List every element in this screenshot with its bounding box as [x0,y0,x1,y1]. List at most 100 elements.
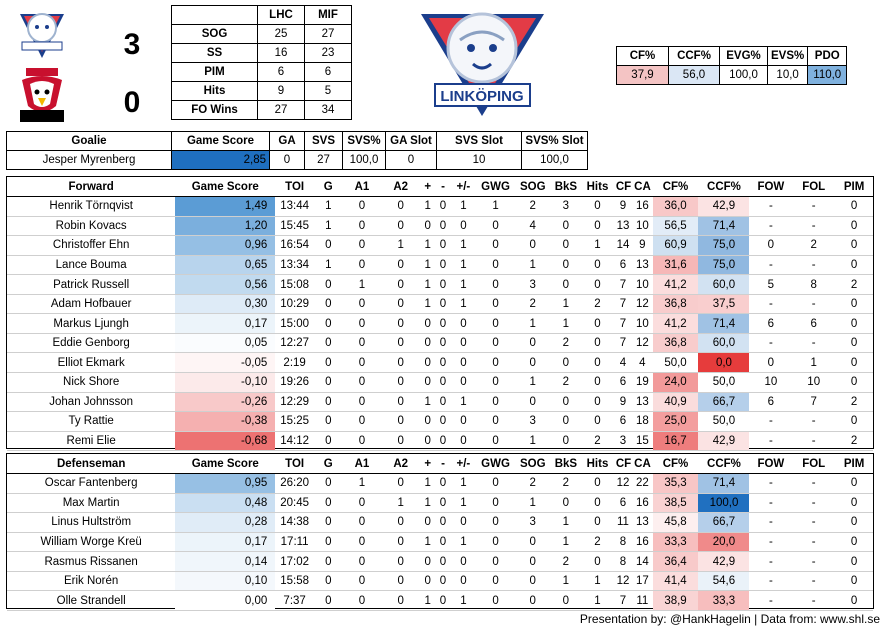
cf-pct-cell: 35,3 [652,473,699,494]
stat-cell: 11 [613,512,633,533]
defense-row: Linus Hultström 0,28 14:38 0 0 0 0 0 0 0 3 1 0 11 13 45… [7,512,873,533]
stat-cell: 13 [632,392,653,413]
stat-cell: 0 [314,512,343,533]
stat-cell: 0 [314,532,343,553]
stat-cell: 1 [550,313,582,334]
stat-cell: 0 [381,255,421,276]
player-name: Nick Shore [7,372,176,393]
stat-cell: 0 [450,431,477,452]
defense-row: Oscar Fantenberg 0,95 26:20 0 1 0 1 0 1 0 2 2 0 12 22 3… [7,473,873,494]
game-score-cell: -0,10 [175,372,276,393]
stat-cell: 0 [835,313,873,334]
stat-cell: 0 [835,333,873,354]
stat-cell: 0 [435,274,451,295]
stat-cell: 0 [514,235,551,256]
stat-cell: - [792,551,836,572]
stat-cell: 0 [342,493,382,514]
stat-cell: 0 [342,372,382,393]
stat-cell: 1 [581,235,614,256]
cf-pct-cell: 25,0 [652,411,699,432]
stat-cell: - [749,571,793,592]
stat-cell: 1 [420,294,436,315]
forward-header-1: Game Score [175,177,276,198]
defense-table-box: Defenseman Game Score TOI G A1 A2 + - +/- GWG SOG B… [6,453,874,611]
player-name: Max Martin [7,493,176,514]
stat-cell: - [749,411,793,432]
stat-cell: 10 [632,274,653,295]
stat-cell: 0 [835,255,873,276]
goalie-name: Jesper Myrenberg [6,150,172,170]
stat-cell: 0 [420,512,436,533]
stat-cell: 2 [835,392,873,413]
stat-cell: 0 [381,392,421,413]
stat-cell: 0 [435,473,451,494]
game-score-cell: 0,48 [175,493,276,514]
forward-header-8: +/- [450,177,477,198]
stat-cell: 6 [613,372,633,393]
stat-cell: 0 [381,431,421,452]
cf-pct-cell: 40,9 [652,392,699,413]
stat-cell: 1 [550,512,582,533]
forward-header-3: G [314,177,343,198]
stat-cell: 6 [749,313,793,334]
stat-cell: - [749,196,793,217]
defense-header-13: CF [613,454,633,475]
stat-cell: 0 [476,216,515,237]
game-score-cell: 0,30 [175,294,276,315]
stat-cell: 0 [581,512,614,533]
stat-cell: - [792,411,836,432]
stat-cell: 0 [476,431,515,452]
game-score-cell: -0,38 [175,411,276,432]
game-score-cell: -0,05 [175,352,276,373]
stat-cell: 15:45 [275,216,314,237]
stat-cell: 13 [632,255,653,276]
stat-cell: 0 [381,372,421,393]
ccf-pct-cell: 54,6 [698,571,750,592]
stat-cell: 0 [314,372,343,393]
summary-header-away: MIF [304,5,352,25]
defense-row: Erik Norén 0,10 15:58 0 0 0 0 0 0 0 0 1 1 12 17 41,4 54,… [7,571,873,592]
stat-cell: 0 [550,431,582,452]
stat-cell: 1 [514,493,551,514]
defense-header-18: FOL [792,454,836,475]
ccf-pct-cell: 42,9 [698,196,750,217]
stat-cell: - [749,294,793,315]
stat-cell: 13:44 [275,196,314,217]
stat-cell: 1 [550,294,582,315]
summary-header-home: LHC [257,5,305,25]
stat-cell: 0 [435,294,451,315]
stat-cell: 0 [420,411,436,432]
stat-cell: 15:00 [275,313,314,334]
stat-cell: 1 [514,313,551,334]
stat-cell: - [749,255,793,276]
ccf-pct-cell: 50,0 [698,372,750,393]
stat-cell: 0 [420,551,436,572]
stat-cell: 0 [342,551,382,572]
forward-header-7: - [435,177,451,198]
forward-row: Robin Kovacs 1,20 15:45 1 0 0 0 0 0 0 4 0 0 13 10 56,5 7… [7,216,873,237]
forward-row: Henrik Törnqvist 1,49 13:44 1 0 0 1 0 1 1 2 3 0 9 16 36… [7,196,873,217]
stat-cell: 0 [342,333,382,354]
stat-cell: - [749,532,793,553]
stat-cell: 0 [435,590,451,611]
stat-cell: 19 [632,372,653,393]
stat-cell: 2 [550,473,582,494]
ccf-pct-cell: 71,4 [698,313,750,334]
game-score-cell: 0,17 [175,532,276,553]
defense-header-12: Hits [581,454,614,475]
player-name: Henrik Törnqvist [7,196,176,217]
stat-cell: 12 [613,473,633,494]
stat-cell: 19:26 [275,372,314,393]
stat-cell: - [749,333,793,354]
stat-cell: 7 [613,274,633,295]
stat-cell: 9 [613,392,633,413]
cf-pct-cell: 56,5 [652,216,699,237]
defense-header-15: CF% [652,454,699,475]
stat-cell: 0 [514,571,551,592]
cf-pct-cell: 36,8 [652,294,699,315]
stat-cell: 0 [476,411,515,432]
stat-cell: 0 [835,372,873,393]
summary-row: SS 16 23 [171,43,352,63]
stat-cell: 0 [749,235,793,256]
stat-cell: 4 [514,216,551,237]
